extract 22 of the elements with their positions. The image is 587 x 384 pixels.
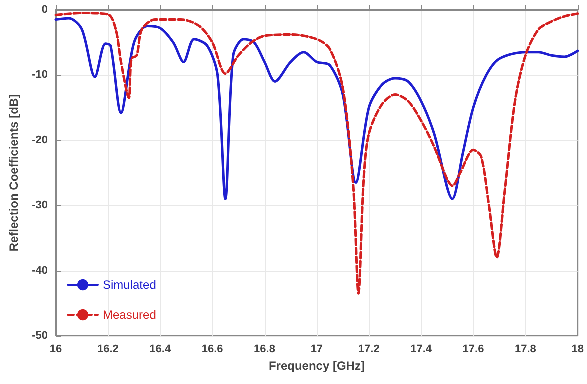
x-tick-label: 16.8 xyxy=(254,344,276,356)
x-tick-label: 18 xyxy=(572,344,584,356)
y-axis-title: Reflection Coefficients [dB] xyxy=(7,94,21,252)
x-tick-label: 17.2 xyxy=(358,344,380,356)
x-tick-label: 17.6 xyxy=(462,344,484,356)
legend-label: Measured xyxy=(103,308,156,322)
x-tick-label: 17.8 xyxy=(514,344,536,356)
x-tick-label: 16.4 xyxy=(150,344,172,356)
x-tick-label: 16.6 xyxy=(202,344,224,356)
x-tick-label: 16 xyxy=(50,344,62,356)
legend-label: Simulated xyxy=(103,278,156,292)
y-tick-label: -40 xyxy=(32,264,48,277)
y-tick-label: -10 xyxy=(32,69,48,82)
y-tick-label: -50 xyxy=(32,330,48,342)
x-axis-title: Frequency [GHz] xyxy=(268,359,365,373)
x-tick-label: 17 xyxy=(310,344,324,356)
y-tick-label: -30 xyxy=(32,200,48,212)
x-tick-label: 16.2 xyxy=(97,344,119,356)
y-tick-label: -20 xyxy=(32,134,48,146)
line-series xyxy=(54,17,580,200)
y-tick-label: 0 xyxy=(42,4,48,16)
x-tick-label: 17.4 xyxy=(410,344,433,356)
